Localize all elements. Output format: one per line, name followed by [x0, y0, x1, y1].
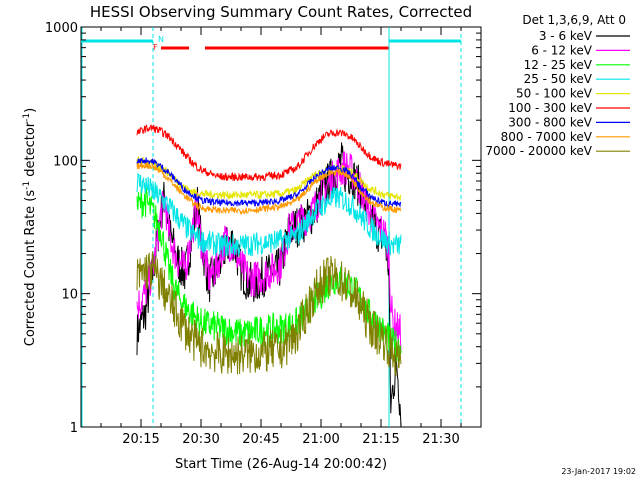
legend-label: 3 - 6 keV [539, 29, 593, 43]
series-line [136, 187, 402, 362]
plot-area-frame [80, 26, 482, 428]
x-tick-label: 20:15 [122, 432, 159, 447]
legend-label: 100 - 300 keV [508, 101, 592, 115]
x-tick-label: 20:30 [182, 432, 219, 447]
legend-label: 7000 - 20000 keV [485, 144, 592, 158]
y-tick-label: 100 [53, 154, 78, 169]
x-tick-label: 20:45 [242, 432, 279, 447]
legend-label: 50 - 100 keV [516, 87, 593, 101]
series-line [136, 157, 402, 208]
y-tick-label: 1 [70, 421, 78, 436]
legend-label: 25 - 50 keV [524, 72, 593, 86]
night-flag-label: N [158, 35, 164, 44]
legend-label: 6 - 12 keV [531, 43, 593, 57]
series-line [136, 251, 402, 376]
x-axis-label: Start Time (26-Aug-14 20:00:42) [175, 457, 387, 472]
footer-date: 23-Jan-2017 19:02 [561, 467, 636, 476]
series-line [136, 172, 402, 257]
series-line [136, 124, 402, 182]
chart-title: HESSI Observing Summary Count Rates, Cor… [90, 3, 472, 21]
x-tick-label: 21:15 [362, 432, 399, 447]
y-axis-label: Corrected Count Rate (s-1 detector-1) [22, 108, 38, 346]
series-line [136, 162, 402, 216]
flare-flag-label: F [153, 43, 158, 52]
y-tick-label: 10 [61, 288, 78, 303]
y-tick-label: 1000 [45, 21, 78, 36]
legend-label: 800 - 7000 keV [501, 130, 593, 144]
series-line [136, 142, 402, 427]
legend-label: 12 - 25 keV [524, 58, 593, 72]
x-tick-label: 21:00 [302, 432, 339, 447]
legend-label: 300 - 800 keV [508, 115, 592, 129]
legend-title: Det 1,3,6,9, Att 0 [522, 13, 626, 27]
x-tick-label: 21:30 [422, 432, 459, 447]
